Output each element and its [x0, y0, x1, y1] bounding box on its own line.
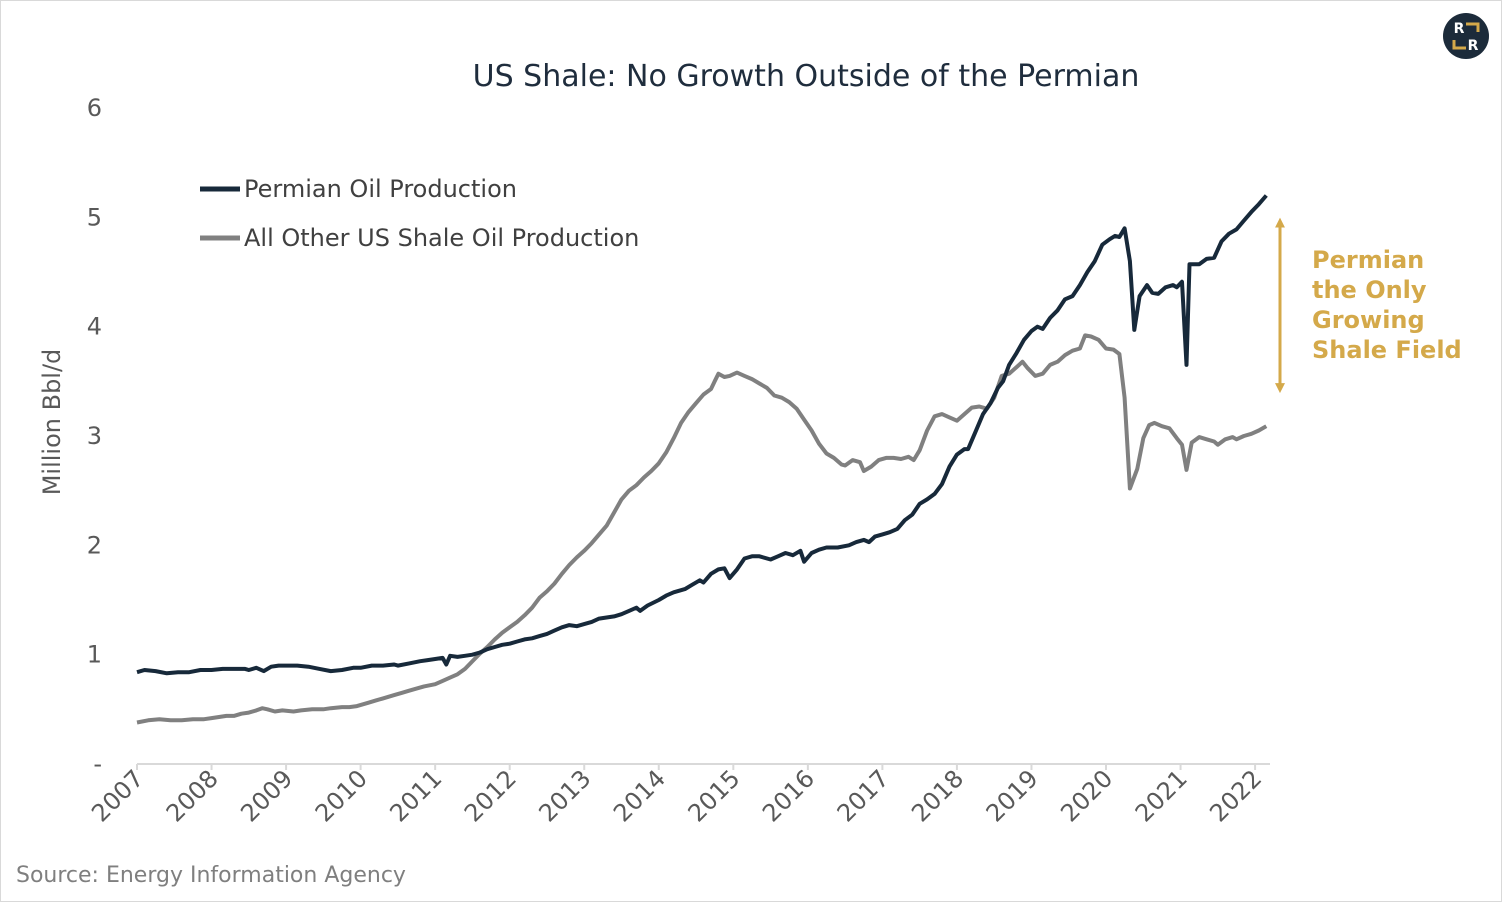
annotation-line-2: the Only	[1312, 276, 1427, 304]
x-tick-label: 2010	[310, 764, 373, 827]
y-axis: - 1 2 3 4 5 6	[87, 94, 102, 778]
x-tick-label: 2020	[1055, 764, 1118, 827]
y-axis-label: Million Bbl/d	[38, 349, 66, 496]
chart-title: US Shale: No Growth Outside of the Permi…	[473, 59, 1140, 94]
brand-logo: R R	[1443, 13, 1489, 59]
x-tick-label: 2019	[981, 764, 1044, 827]
x-tick-label: 2021	[1130, 764, 1193, 827]
svg-text:R: R	[1454, 21, 1465, 37]
legend-label-permian: Permian Oil Production	[244, 175, 517, 203]
x-tick-label: 2017	[832, 764, 895, 827]
legend-item-other: All Other US Shale Oil Production	[200, 224, 639, 252]
y-tick-label: 6	[87, 94, 102, 122]
x-tick-label: 2009	[235, 764, 298, 827]
legend-label-other: All Other US Shale Oil Production	[244, 224, 639, 252]
legend-item-permian: Permian Oil Production	[200, 175, 517, 203]
series-line-other-shale	[136, 333, 1268, 725]
annotation-text: Permian the Only Growing Shale Field	[1312, 246, 1462, 364]
x-axis: 2007 2008 2009 2010 2011 2012 2013 2014 2015 2016…	[86, 764, 1267, 827]
x-tick-label: 2018	[906, 764, 969, 827]
x-tick-label: 2015	[683, 764, 746, 827]
x-tick-label: 2022	[1204, 764, 1267, 827]
annotation-line-3: Growing	[1312, 306, 1425, 334]
svg-text:R: R	[1468, 38, 1479, 54]
y-tick-label: 5	[87, 203, 102, 231]
x-tick-label: 2014	[608, 764, 671, 827]
y-tick-label: 4	[87, 313, 102, 341]
x-tick-label: 2008	[161, 764, 224, 827]
x-tick-label: 2016	[757, 764, 820, 827]
y-tick-label: 2	[87, 531, 102, 559]
y-tick-label: -	[93, 750, 102, 778]
legend: Permian Oil Production All Other US Shal…	[200, 175, 639, 252]
y-tick-label: 1	[87, 641, 102, 669]
x-tick-label: 2011	[384, 764, 447, 827]
x-tick-label: 2012	[459, 764, 522, 827]
y-tick-label: 3	[87, 422, 102, 450]
annotation-line-4: Shale Field	[1312, 336, 1462, 364]
source-note: Source: Energy Information Agency	[16, 863, 406, 888]
annotation-line-1: Permian	[1312, 246, 1424, 274]
x-tick-label: 2013	[533, 764, 596, 827]
series-line-permian	[136, 194, 1268, 676]
